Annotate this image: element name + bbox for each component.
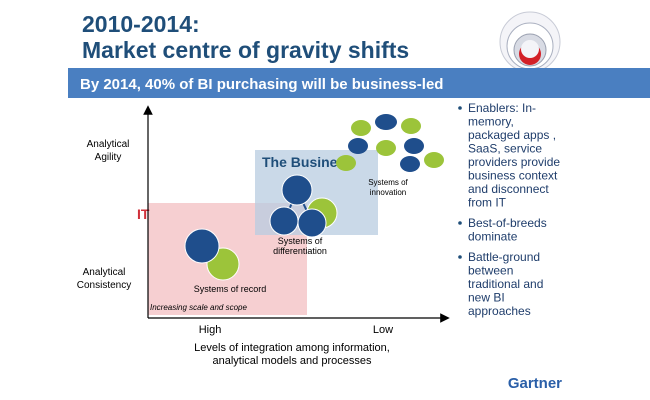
axis-title: Levels of integration among information,	[194, 342, 390, 354]
bullet-text: between	[468, 264, 513, 278]
axis-title: analytical models and processes	[213, 355, 372, 367]
cluster-label: differentiation	[273, 246, 327, 256]
bullet-text: memory,	[468, 115, 514, 129]
bullet-text: traditional and	[468, 277, 543, 291]
logo-circles	[499, 11, 561, 73]
bullet-text: new BI	[468, 291, 505, 305]
cluster-label: Systems of	[368, 178, 408, 187]
bullet-text: dominate	[468, 230, 518, 244]
axis-label: High	[199, 324, 222, 336]
differentiation-cluster	[269, 174, 338, 238]
bullet-text: providers provide	[468, 155, 560, 169]
arrow-label: Increasing scale and scope	[150, 303, 248, 312]
bullet-text: and disconnect	[468, 182, 549, 196]
bullet-text: Battle-ground	[468, 250, 540, 264]
cluster-label: innovation	[370, 188, 406, 197]
bullet-text: business context	[468, 169, 558, 183]
bullet-text: from IT	[468, 196, 507, 210]
bullet-marker	[458, 221, 462, 225]
axis-label: Consistency	[77, 280, 131, 291]
footer-logo: Gartner	[508, 375, 562, 392]
axis-label: Analytical	[83, 267, 126, 278]
innovation-cluster	[336, 114, 444, 172]
bullet-text: SaaS, service	[468, 142, 542, 156]
bullet-text: Best-of-breeds	[468, 216, 547, 230]
region-label: IT	[137, 206, 150, 222]
bullet-text: packaged apps ,	[468, 128, 556, 142]
record-cluster	[184, 228, 240, 281]
title-line: 2010-2014:	[82, 11, 200, 37]
axis-label: Agility	[95, 152, 122, 163]
axis-label: Low	[373, 324, 393, 336]
title-line: Market centre of gravity shifts	[82, 37, 409, 63]
cluster-label: Systems of	[278, 236, 323, 246]
bullet-text: approaches	[468, 304, 531, 318]
bullet-list: Enablers: In-memory,packaged apps ,SaaS,…	[458, 101, 560, 318]
bullet-text: Enablers: In-	[468, 101, 536, 115]
axis-label: Analytical	[87, 139, 130, 150]
banner	[68, 68, 650, 98]
region-label: The Business	[262, 154, 353, 170]
banner-text: By 2014, 40% of BI purchasing will be bu…	[80, 76, 443, 93]
bullet-marker	[458, 106, 462, 110]
bullet-marker	[458, 255, 462, 259]
cluster-label: Systems of record	[194, 284, 267, 294]
